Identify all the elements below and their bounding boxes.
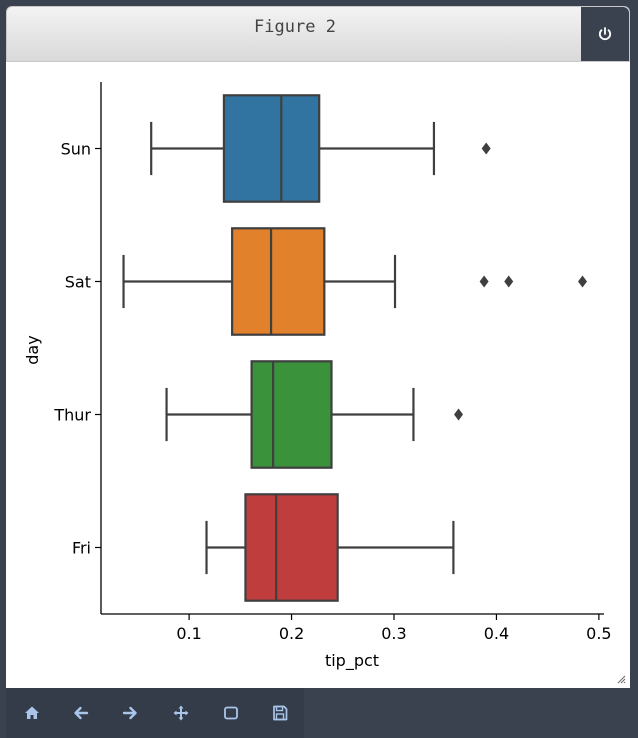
outlier-sat-2 — [577, 275, 587, 288]
x-tick-label-1: 0.2 — [279, 624, 304, 643]
back-button[interactable] — [69, 701, 93, 725]
box-sun — [222, 94, 321, 203]
x-axis-label: tip_pct — [325, 651, 379, 671]
save-icon — [273, 705, 288, 721]
figure-canvas[interactable]: Sun Sat Thur Fri 0.1 0.2 0.3 0.4 0.5 tip_pct day — [6, 62, 630, 688]
outlier-sun-0 — [481, 142, 491, 155]
figure-toolbar — [6, 688, 304, 738]
box-fri — [244, 493, 339, 602]
zoom-button[interactable] — [219, 701, 243, 725]
home-icon — [25, 706, 39, 719]
window-title: Figure 2 — [254, 17, 336, 37]
y-tick-label-sat: Sat — [65, 273, 91, 292]
zoom-rect-icon — [224, 706, 238, 720]
forward-arrow-icon — [122, 706, 137, 720]
home-button[interactable] — [20, 701, 44, 725]
axes-layer: Sun Sat Thur Fri 0.1 0.2 0.3 0.4 0.5 — [53, 82, 612, 643]
boxplot-chart: Sun Sat Thur Fri 0.1 0.2 0.3 0.4 0.5 tip_pct day — [23, 82, 612, 671]
window-titlebar: Figure 2 — [6, 6, 630, 62]
x-tick-label-4: 0.5 — [586, 624, 611, 643]
forward-button[interactable] — [118, 701, 142, 725]
plot-layer — [122, 94, 587, 602]
y-tick-label-thur: Thur — [53, 406, 91, 425]
power-icon — [598, 27, 612, 41]
pan-icon — [173, 705, 189, 721]
x-tick-label-0: 0.1 — [176, 624, 201, 643]
pan-button[interactable] — [169, 701, 193, 725]
x-tick-label-3: 0.4 — [484, 624, 509, 643]
box-sat — [231, 227, 326, 336]
outlier-thur-0 — [454, 408, 464, 421]
save-button[interactable] — [268, 701, 292, 725]
y-axis-label: day — [23, 335, 42, 364]
outlier-sat-1 — [504, 275, 514, 288]
back-arrow-icon — [74, 706, 89, 720]
outlier-sat-0 — [479, 275, 489, 288]
box-thur — [250, 360, 333, 469]
y-tick-label-sun: Sun — [61, 140, 91, 159]
power-button[interactable] — [581, 7, 629, 61]
resize-grip-icon[interactable] — [616, 674, 626, 684]
y-tick-label-fri: Fri — [72, 539, 91, 558]
x-tick-label-2: 0.3 — [381, 624, 406, 643]
